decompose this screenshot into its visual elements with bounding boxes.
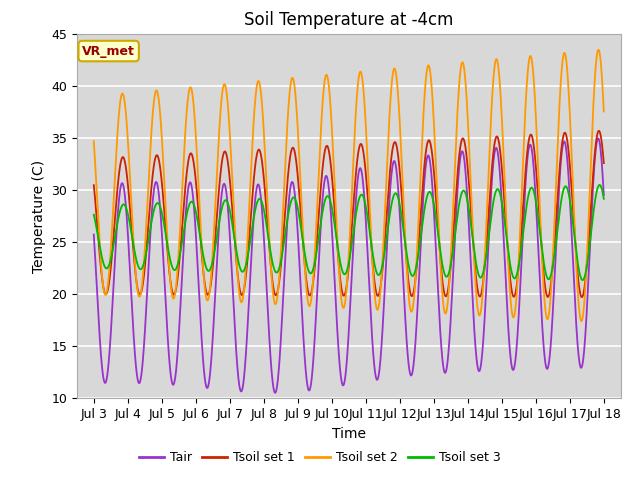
X-axis label: Time: Time	[332, 427, 366, 441]
Text: VR_met: VR_met	[82, 45, 135, 58]
Y-axis label: Temperature (C): Temperature (C)	[31, 159, 45, 273]
Title: Soil Temperature at -4cm: Soil Temperature at -4cm	[244, 11, 454, 29]
Legend: Tair, Tsoil set 1, Tsoil set 2, Tsoil set 3: Tair, Tsoil set 1, Tsoil set 2, Tsoil se…	[134, 446, 506, 469]
